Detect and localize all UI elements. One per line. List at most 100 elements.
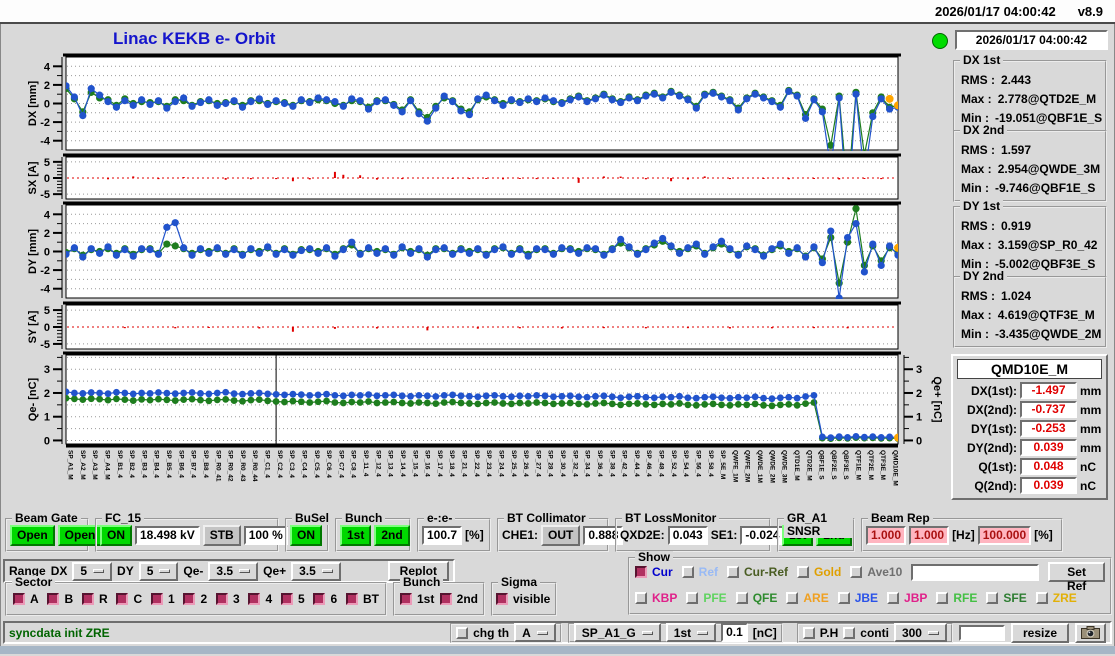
bpm-label: SP_B7_4 — [189, 450, 197, 478]
monitor-row-value: -0.253 — [1020, 420, 1077, 437]
bpm-label: SP_12_4 — [374, 450, 382, 477]
sector-3-item: 3 — [215, 592, 240, 606]
monitor-row-value: -1.497 — [1020, 382, 1077, 399]
sector-b-checkbox[interactable] — [47, 593, 60, 605]
se1-label: SE1: — [710, 528, 738, 542]
bunch-select-menu[interactable]: 1st — [665, 623, 717, 642]
show-sfe-item: SFE — [986, 591, 1027, 605]
bpm-axis-labels: SP_A1_M SP_A2_M SP_A3_M SP_A4_M SP_B1_4 SP_B2… — [66, 450, 899, 510]
bpm-label: SP_A3_M — [91, 450, 99, 480]
bpm-select-menu[interactable]: SP_A1_G — [573, 623, 661, 642]
show-are-label: ARE — [803, 591, 829, 605]
fc15-stb-button[interactable]: STB — [202, 524, 241, 546]
conti-label: conti — [860, 625, 889, 640]
sector-c-label: C — [133, 592, 143, 606]
stats-group-title: DY 2nd — [960, 270, 1008, 283]
conti-checkbox[interactable] — [843, 626, 856, 639]
busel-on-button[interactable]: ON — [290, 524, 322, 546]
range-toolbar: Range DX 5 DY 5 Qe- 3.5 Qe+ 3.5 Replot — [3, 559, 455, 583]
show-cur-checkbox[interactable] — [635, 566, 647, 578]
svg-text:2: 2 — [916, 388, 922, 400]
show-ave10-item: Ave10 — [850, 565, 902, 579]
sector-2-checkbox[interactable] — [183, 593, 196, 605]
sector-r-checkbox[interactable] — [81, 593, 94, 605]
monitor-row-label: Q(2nd): — [974, 478, 1017, 493]
sector-4-checkbox[interactable] — [248, 593, 261, 605]
bunch-2nd-button[interactable]: 2nd — [374, 524, 410, 546]
monitor-row-label: DX(1st): — [970, 383, 1017, 398]
show-cur-ref-checkbox[interactable] — [727, 566, 740, 578]
show-kbp-checkbox[interactable] — [635, 592, 647, 604]
svg-text:SY [A]: SY [A] — [27, 310, 39, 343]
che1-state-button[interactable]: OUT — [541, 524, 581, 546]
show-gold-checkbox[interactable] — [797, 566, 810, 578]
bpm-label: SP_46_4 — [645, 450, 653, 477]
show-gold-label: Gold — [814, 565, 842, 579]
sector-c-checkbox[interactable] — [116, 593, 129, 605]
range-qe-minus-menu[interactable]: 3.5 — [208, 561, 259, 581]
show-sfe-label: SFE — [1003, 591, 1027, 605]
show-pfe-checkbox[interactable] — [686, 592, 699, 604]
aux-input[interactable] — [958, 624, 1005, 641]
chg-th-label: chg th — [473, 625, 510, 640]
stat-row: RMS :0.919 — [961, 218, 1032, 233]
show-qfe-checkbox[interactable] — [735, 592, 748, 604]
sigma-visible-checkbox[interactable] — [496, 593, 508, 605]
acquisition-panel: P.H conti 300 — [796, 622, 953, 643]
show-kbp-label: KBP — [652, 591, 678, 605]
show-jbp-item: JBP — [887, 591, 927, 605]
bunch-1st-button[interactable]: 1st — [340, 524, 372, 546]
show-rfe-checkbox[interactable] — [936, 592, 949, 604]
ee-ratio-group: e-:e- 100.7 [%] — [417, 512, 491, 552]
ph-checkbox[interactable] — [802, 626, 815, 639]
fc15-on-button[interactable]: ON — [100, 524, 132, 546]
beam-gate-open-button-1[interactable]: Open — [10, 524, 55, 546]
range-qe-plus-menu[interactable]: 3.5 — [291, 561, 341, 581]
monitor-row-label: DY(1st): — [970, 421, 1017, 436]
svg-text:-5: -5 — [40, 189, 50, 201]
show-sfe-checkbox[interactable] — [986, 592, 999, 604]
show-are-checkbox[interactable] — [786, 592, 799, 604]
stats-group-dx-2nd: DX 2nd RMS :1.597 Max :2.954@QWDE_3M Min :-… — [953, 124, 1107, 202]
resize-button[interactable]: resize — [1010, 622, 1069, 643]
show-pfe-item: PFE — [686, 591, 727, 605]
sector-a-item: A — [13, 592, 39, 606]
set-ref-button[interactable]: Set Ref — [1048, 562, 1105, 593]
bunch-2nd-checkbox[interactable] — [439, 593, 452, 605]
interval-menu[interactable]: 300 — [893, 623, 947, 642]
show-ref-checkbox[interactable] — [681, 566, 694, 578]
show-jbp-checkbox[interactable] — [887, 592, 900, 604]
monitor-row-unit: mm — [1080, 421, 1102, 436]
sector-3-checkbox[interactable] — [215, 593, 228, 605]
sector-6-label: 6 — [330, 592, 338, 606]
monitor-row-unit: mm — [1080, 402, 1102, 417]
svg-text:4: 4 — [44, 61, 51, 73]
range-dy-menu[interactable]: 5 — [138, 561, 179, 581]
chg-th-checkbox[interactable] — [456, 626, 469, 639]
screenshot-button[interactable] — [1075, 622, 1106, 643]
stats-group-title: DY 1st — [960, 200, 1004, 213]
stats-group-title: DX 2nd — [960, 124, 1008, 137]
range-dx-menu[interactable]: 5 — [72, 561, 113, 581]
sector-a-checkbox[interactable] — [13, 593, 25, 605]
bpm-label: SP_11_4 — [362, 450, 369, 477]
sector-1-checkbox[interactable] — [150, 593, 163, 605]
ref-file-input[interactable] — [911, 563, 1040, 581]
sector-6-checkbox[interactable] — [313, 593, 326, 605]
monitor-row-value: 0.039 — [1020, 477, 1077, 494]
svg-text:DY [mm]: DY [mm] — [27, 229, 39, 274]
chg-th-sector-menu[interactable]: A — [514, 623, 556, 642]
svg-text:SX [A]: SX [A] — [27, 161, 39, 194]
bunch-1st-checkbox[interactable] — [400, 593, 412, 605]
ee-ratio-value: 100.7 — [422, 525, 463, 545]
sector-5-checkbox[interactable] — [280, 593, 293, 605]
bpm-label: SP_26_4 — [522, 450, 530, 477]
show-ave10-checkbox[interactable] — [850, 566, 863, 578]
svg-text:1: 1 — [916, 412, 922, 424]
show-are-item: ARE — [786, 591, 829, 605]
sector-bt-checkbox[interactable] — [345, 593, 358, 605]
show-rfe-label: RFE — [953, 591, 978, 605]
show-zre-checkbox[interactable] — [1035, 592, 1048, 604]
stat-row: RMS :1.597 — [961, 142, 1032, 157]
show-jbe-checkbox[interactable] — [837, 592, 850, 604]
